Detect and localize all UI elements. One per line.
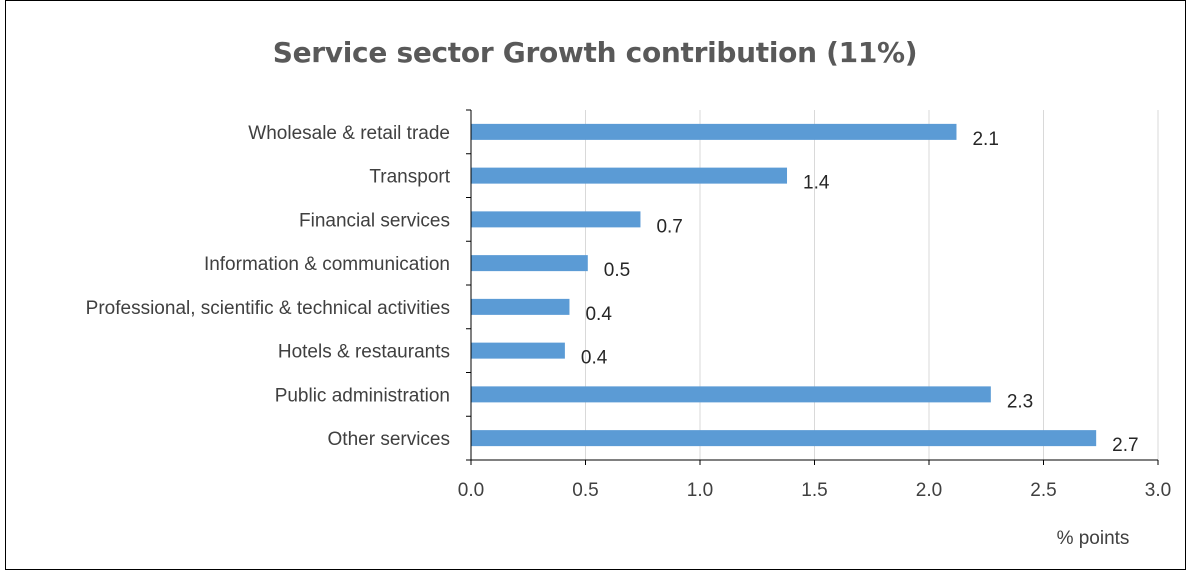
x-axis-title: % points xyxy=(1057,528,1130,549)
data-label: 2.7 xyxy=(1112,435,1138,456)
bar xyxy=(471,211,641,228)
category-label: Information & communication xyxy=(204,254,450,275)
category-label: Public administration xyxy=(275,385,450,406)
bar xyxy=(471,255,588,272)
bar xyxy=(471,386,991,403)
bar xyxy=(471,123,957,140)
bar xyxy=(471,298,570,315)
x-tick-label: 1.5 xyxy=(801,480,827,501)
bar xyxy=(471,167,788,184)
data-label: 2.1 xyxy=(972,129,998,150)
labels: 0.0 0.5 1.0 1.5 2.0 2.5 3.0 Wholesale & retail … xyxy=(86,123,1172,501)
x-tick-label: 0.0 xyxy=(458,480,484,501)
gridlines xyxy=(585,110,1159,460)
axes xyxy=(466,109,1159,465)
chart-frame xyxy=(5,0,1186,570)
bar xyxy=(471,430,1097,447)
category-label: Financial services xyxy=(299,210,450,231)
bar xyxy=(471,342,565,359)
x-tick-label: 2.0 xyxy=(916,480,942,501)
category-label: Other services xyxy=(328,429,450,450)
category-label: Professional, scientific & technical act… xyxy=(86,298,450,319)
x-tick-label: 1.0 xyxy=(687,480,713,501)
x-tick-label: 3.0 xyxy=(1145,480,1171,501)
data-label: 0.7 xyxy=(656,216,682,237)
x-tick-label: 2.5 xyxy=(1030,480,1056,501)
x-tick-label: 0.5 xyxy=(572,480,598,501)
data-label: 1.4 xyxy=(803,173,830,194)
category-label: Transport xyxy=(369,167,450,188)
data-label: 0.4 xyxy=(581,348,608,369)
chart-title: Service sector Growth contribution (11%) xyxy=(272,36,918,69)
data-label: 0.4 xyxy=(585,304,612,325)
category-label: Hotels & restaurants xyxy=(278,342,450,363)
data-label: 0.5 xyxy=(604,260,630,281)
data-label: 2.3 xyxy=(1007,391,1033,412)
bars xyxy=(471,123,1097,447)
category-label: Wholesale & retail trade xyxy=(248,123,450,144)
